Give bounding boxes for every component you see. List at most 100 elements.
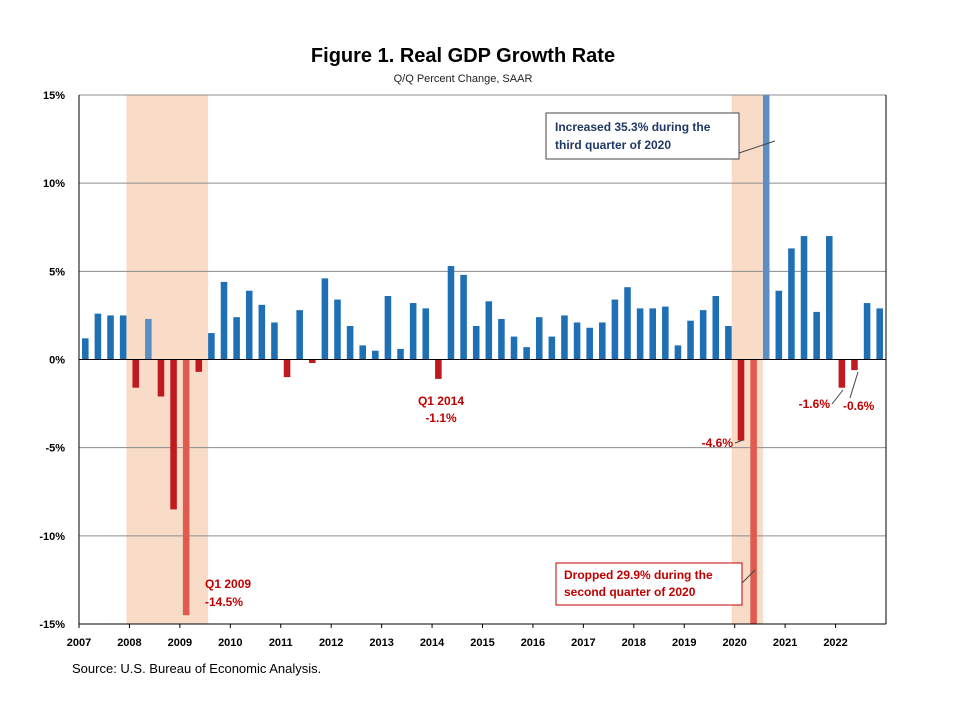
- annotation-q1-2014-label: Q1 2014: [418, 394, 464, 408]
- y-tick-label: -10%: [39, 531, 65, 543]
- bar-2008-q4: [170, 359, 177, 510]
- bar-2009-q2: [195, 359, 203, 372]
- bar-2017-q3: [611, 299, 619, 360]
- x-tick-label: 2008: [117, 637, 141, 649]
- bar-2015-q3: [510, 336, 518, 360]
- bars-layer: [82, 95, 883, 624]
- axes-layer: 15% 10% 5% 0% -5% -10% -15%2007 2008 2009 2010 201…: [39, 90, 887, 649]
- y-tick-label: 0%: [49, 355, 65, 367]
- bar-2008-q1: [132, 359, 140, 388]
- bar-2018-q3: [662, 306, 669, 360]
- bar-2015-q4: [523, 347, 530, 360]
- bar-2010-q4: [271, 322, 278, 360]
- bar-2017-q2: [599, 322, 606, 360]
- bar-2007-q3: [107, 315, 114, 360]
- x-tick-label: 2022: [823, 637, 847, 649]
- bar-2017-q1: [586, 327, 593, 360]
- bar-2016-q2: [548, 336, 556, 360]
- bar-2007-q1: [82, 338, 89, 360]
- x-tick-label: 2019: [672, 637, 696, 649]
- x-tick-label: 2013: [369, 637, 393, 649]
- bar-2016-q3: [561, 315, 568, 360]
- callout-increase-box: Increased 35.3% during the third quarter…: [545, 112, 776, 160]
- bar-2022-q3: [863, 303, 871, 360]
- bar-2019-q2: [699, 310, 707, 360]
- bar-2011-q3: [308, 359, 316, 364]
- bar-2020-q2: [750, 359, 757, 624]
- annotation-q1-2009-label: Q1 2009: [205, 577, 251, 591]
- bar-2008-q2: [145, 318, 152, 360]
- y-tick-label: -15%: [39, 619, 65, 631]
- bar-2012-q1: [334, 299, 341, 360]
- bar-2013-q3: [409, 303, 417, 360]
- bar-2016-q1: [535, 317, 543, 360]
- bar-2013-q2: [397, 348, 404, 360]
- bar-2010-q1: [233, 317, 240, 360]
- callout-drop-line2: second quarter of 2020: [564, 585, 696, 599]
- bar-2014-q1: [435, 359, 442, 379]
- annotations-layer: Q1 2009 -14.5% Q1 2014 -1.1% -4.6% -1.6%…: [205, 112, 875, 609]
- bar-2013-q4: [422, 308, 430, 360]
- bar-2010-q2: [245, 290, 253, 360]
- bar-2007-q4: [119, 315, 127, 360]
- bar-2011-q2: [296, 310, 303, 360]
- x-tick-label: 2018: [622, 637, 646, 649]
- bar-2010-q3: [258, 304, 266, 360]
- annotation-q1-2020-leader: [734, 439, 744, 444]
- bar-2017-q4: [624, 287, 631, 360]
- x-tick-label: 2011: [269, 637, 293, 649]
- y-tick-label: 10%: [43, 178, 65, 190]
- bar-2019-q1: [687, 320, 694, 360]
- x-tick-label: 2020: [722, 637, 746, 649]
- annotation-q1-2022-value: -1.6%: [799, 397, 831, 411]
- bar-2012-q4: [372, 350, 379, 360]
- callout-drop-box: Dropped 29.9% during the second quarter …: [555, 562, 756, 606]
- bar-2009-q1: [182, 359, 190, 616]
- bar-2020-q4: [775, 290, 783, 360]
- x-tick-label: 2015: [470, 637, 494, 649]
- bar-2011-q4: [321, 278, 329, 360]
- bar-2020-q1: [737, 359, 745, 441]
- bar-2014-q4: [472, 325, 480, 360]
- x-tick-label: 2012: [319, 637, 343, 649]
- bar-2018-q4: [674, 345, 682, 360]
- bar-2022-q2: [851, 359, 858, 371]
- annotation-q1-2009-value: -14.5%: [205, 595, 243, 609]
- bar-2009-q3: [208, 333, 215, 360]
- bar-2019-q3: [712, 296, 720, 360]
- bar-2014-q2: [447, 266, 455, 360]
- bar-2015-q2: [498, 318, 505, 360]
- x-tick-label: 2017: [571, 637, 595, 649]
- bar-2013-q1: [384, 296, 392, 360]
- callout-drop-line1: Dropped 29.9% during the: [564, 568, 713, 582]
- x-tick-label: 2021: [773, 637, 797, 649]
- bar-2020-q3: [762, 95, 770, 360]
- bar-2015-q1: [485, 301, 493, 360]
- y-tick-label: 5%: [49, 266, 65, 278]
- bar-2021-q3: [813, 311, 820, 360]
- bar-2016-q4: [573, 322, 581, 360]
- bar-2021-q4: [825, 236, 833, 360]
- bar-2019-q4: [725, 325, 732, 360]
- callout-increase-line2: third quarter of 2020: [555, 138, 671, 152]
- bar-2012-q2: [346, 325, 354, 360]
- bar-2008-q3: [157, 359, 165, 397]
- bar-2012-q3: [359, 345, 366, 360]
- bar-2018-q1: [636, 308, 644, 360]
- bar-2022-q4: [876, 308, 883, 360]
- bar-2014-q3: [460, 274, 467, 360]
- annotation-q2-2022-value: -0.6%: [843, 399, 875, 413]
- bar-2022-q1: [838, 359, 846, 388]
- bar-2021-q1: [788, 248, 795, 360]
- source-note: Source: U.S. Bureau of Economic Analysis…: [72, 661, 322, 676]
- callout-increase-line1: Increased 35.3% during the: [555, 120, 711, 134]
- chart-subtitle: Q/Q Percent Change, SAAR: [393, 73, 533, 85]
- bar-2018-q2: [649, 308, 657, 360]
- x-tick-label: 2009: [168, 637, 192, 649]
- annotation-q2-2022-leader: [849, 371, 859, 399]
- bar-2009-q4: [220, 281, 228, 360]
- y-tick-label: 15%: [43, 90, 65, 102]
- callout-increase-leader: [738, 140, 776, 154]
- bar-2011-q1: [283, 359, 291, 378]
